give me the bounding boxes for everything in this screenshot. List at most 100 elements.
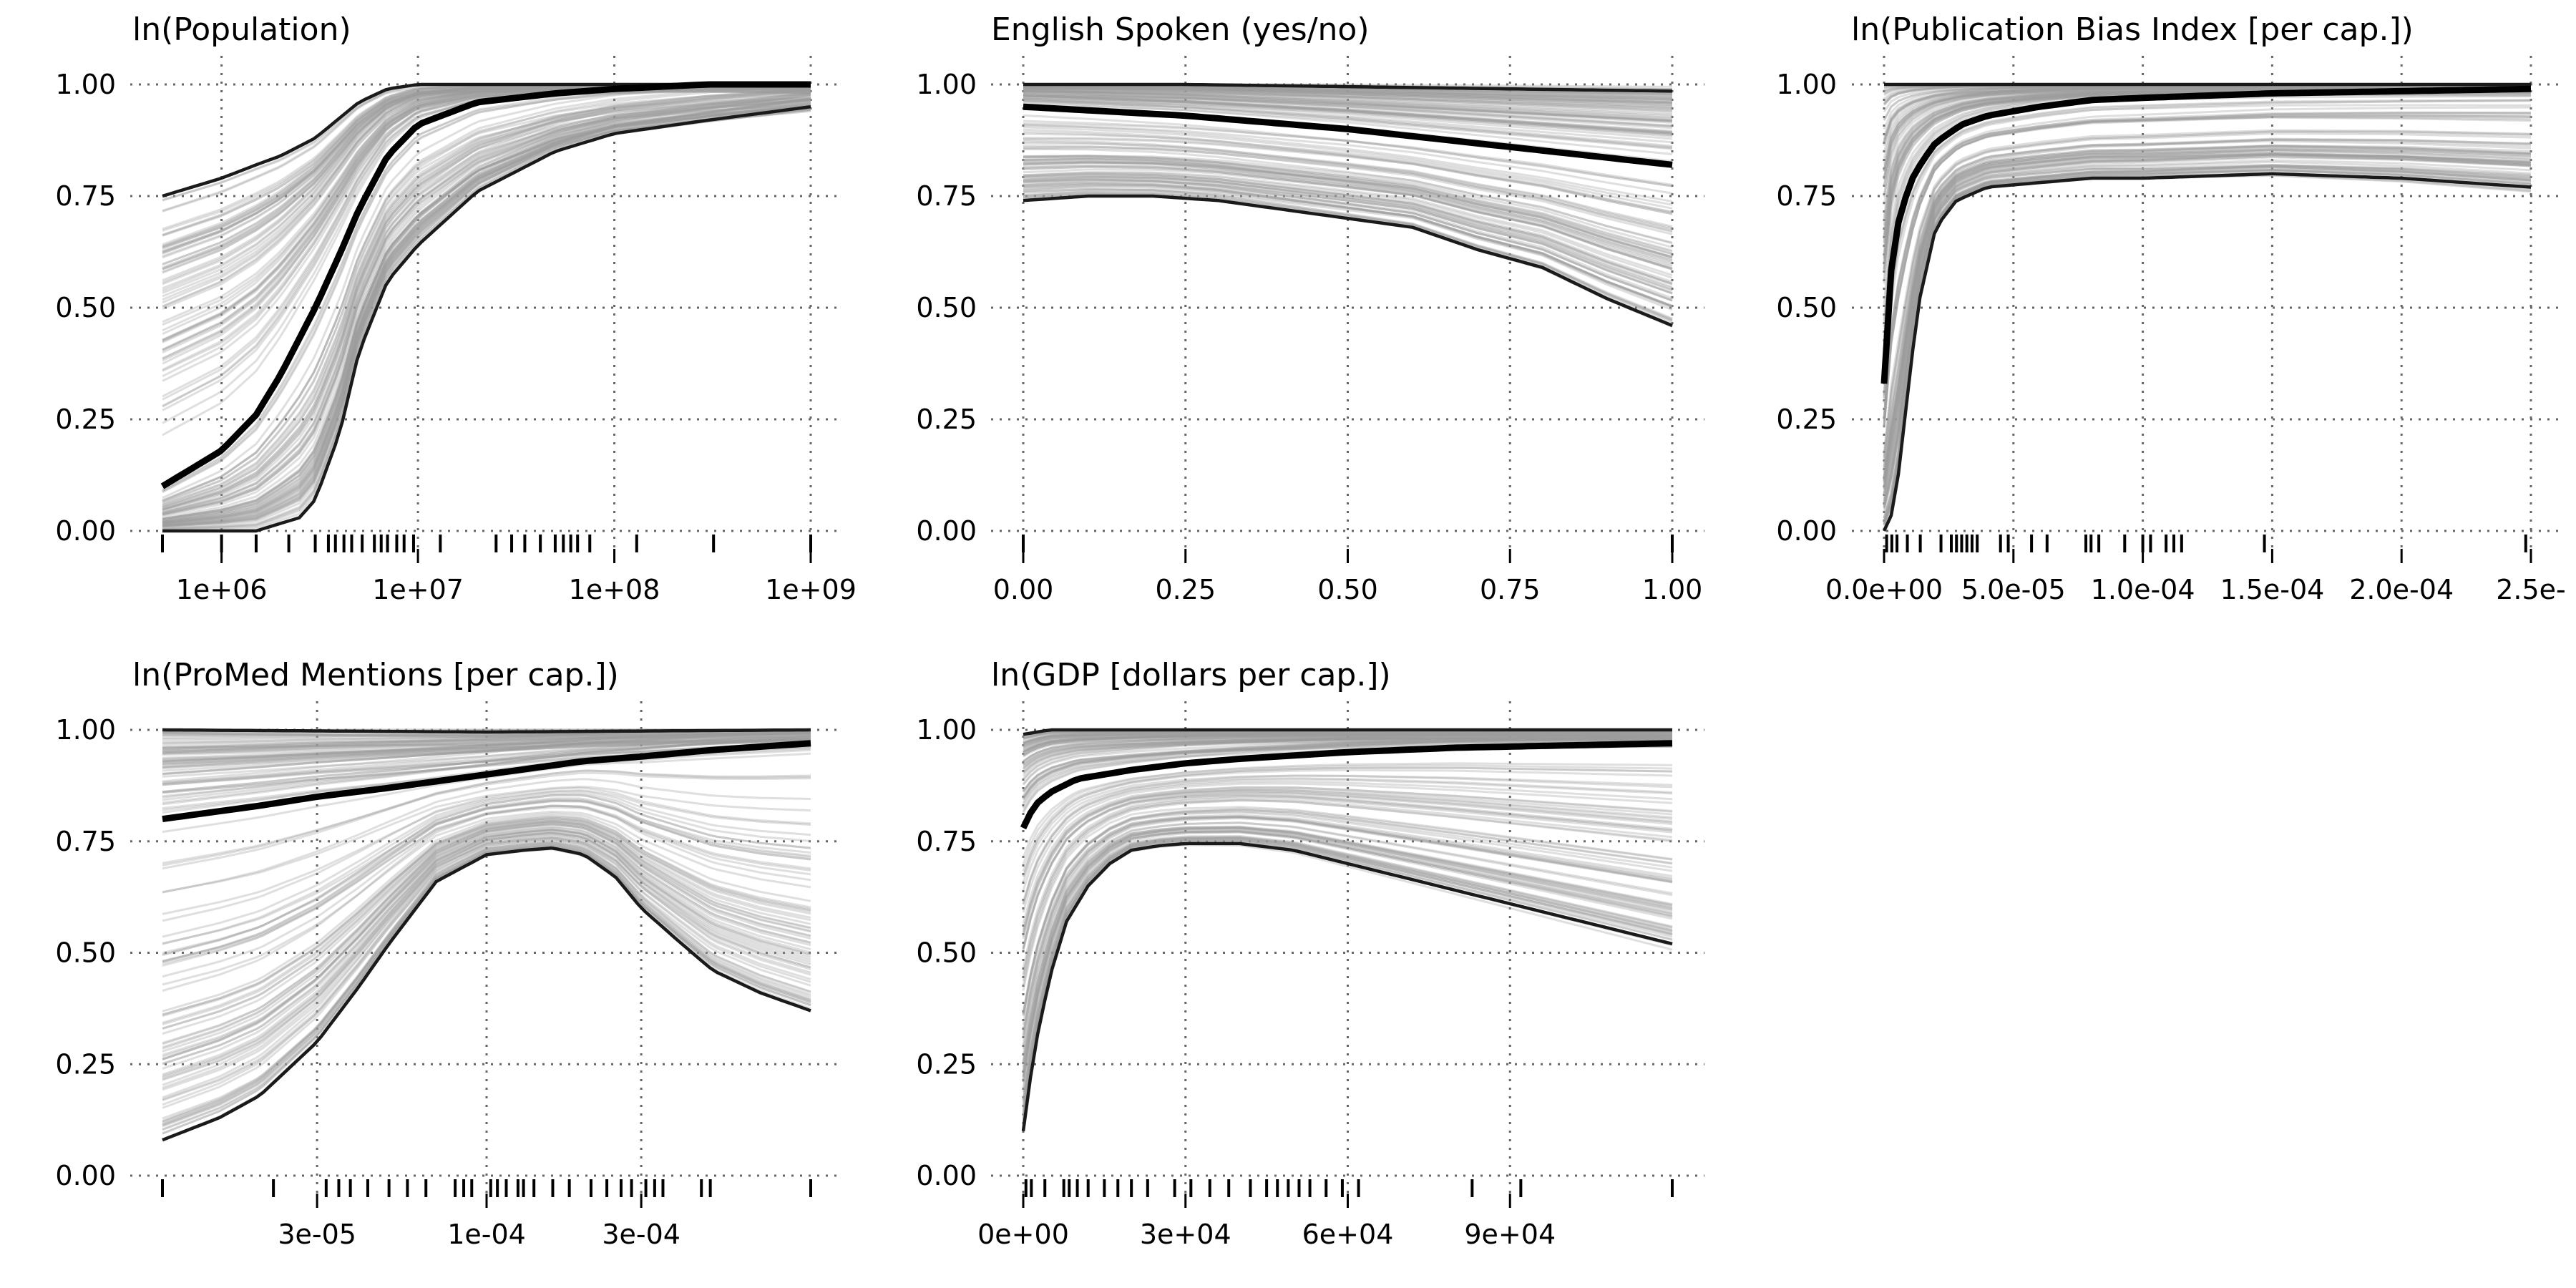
ice-curve — [1883, 145, 2532, 481]
lower-band-curve — [1023, 194, 1673, 328]
ice-curve — [1023, 738, 1672, 770]
ice-curve — [162, 99, 811, 525]
ice-curve — [162, 731, 811, 740]
ice-curve — [1022, 790, 1673, 934]
x-tick-label: 1e+06 — [176, 574, 268, 605]
ice-curve — [162, 730, 811, 752]
ice-curve — [1023, 86, 1673, 108]
x-tick-label: 0e+00 — [977, 1219, 1069, 1250]
ice-curve — [1883, 174, 2532, 525]
ice-curve — [1023, 114, 1673, 187]
ice-curve — [1883, 83, 2531, 337]
ice-curve — [1023, 155, 1673, 255]
ice-curve — [1023, 191, 1673, 321]
x-tick-label: 1.5e-04 — [2220, 574, 2324, 605]
ice-curve — [1023, 158, 1673, 258]
x-tick-label: 1e-04 — [447, 1219, 526, 1250]
ice-curve — [162, 821, 811, 1049]
ice-curve — [162, 89, 811, 511]
ice-curve — [1022, 836, 1673, 1108]
ice-curve — [1023, 86, 1673, 97]
ice-curve — [162, 800, 811, 955]
ice-curve — [1022, 730, 1673, 781]
ice-curve — [162, 818, 811, 1030]
ice-curve — [162, 90, 811, 326]
ice-curve — [1023, 731, 1673, 740]
ice-curve — [1023, 94, 1673, 137]
ice-curve — [162, 87, 811, 510]
ice-curve — [1023, 178, 1673, 302]
ice-curve — [1022, 825, 1673, 1068]
ice-curve — [162, 92, 811, 522]
ice-curve — [1883, 164, 2532, 513]
ice-curve — [162, 825, 811, 1061]
ice-curve — [162, 769, 811, 870]
ice-curve — [162, 738, 811, 749]
ice-curve — [162, 812, 811, 1013]
ice-curve — [162, 810, 811, 986]
ice-curve — [162, 107, 811, 520]
ice-curve — [162, 799, 811, 945]
y-tick-label: 1.00 — [55, 714, 116, 746]
ice-curve — [162, 98, 811, 516]
mean-curve — [1880, 85, 2532, 384]
ice-curve — [162, 90, 811, 372]
ice-curve — [1883, 99, 2532, 397]
ice-curve — [1022, 730, 1673, 780]
ice-curve — [1883, 174, 2532, 525]
ice-curve — [1883, 84, 2532, 238]
x-tick-label: 2.0e-04 — [2349, 574, 2454, 605]
ice-curve — [1883, 168, 2532, 518]
x-tick-label: 0.50 — [1317, 574, 1378, 605]
panel-publication-bias: ln(Publication Bias Index [per cap.]) 0.0… — [1776, 11, 2565, 605]
ice-curve — [162, 89, 811, 511]
ice-curve — [1022, 816, 1673, 1037]
ice-curve — [162, 816, 811, 1018]
ice-curves — [1023, 83, 1673, 328]
ice-curve — [162, 826, 811, 1058]
ice-curve — [1023, 85, 1673, 95]
ice-curve — [162, 104, 811, 523]
ice-curve — [1023, 738, 1673, 763]
ice-curve — [1883, 145, 2532, 478]
ice-curve — [1023, 89, 1673, 122]
ice-curve — [162, 844, 811, 1128]
ice-curve — [162, 815, 811, 1016]
ice-curve — [1023, 100, 1673, 155]
ice-curve — [162, 732, 811, 799]
ice-curve — [162, 741, 811, 798]
ice-curve — [162, 87, 811, 232]
ice-curve — [162, 729, 811, 763]
ice-curve — [1883, 160, 2532, 507]
ice-curve — [1023, 160, 1673, 258]
ice-curve — [162, 84, 811, 502]
ice-curve — [162, 731, 811, 763]
ice-curve — [1022, 837, 1673, 1106]
ice-curve — [1023, 158, 1673, 260]
ice-curve — [1023, 179, 1673, 295]
ice-curve — [1022, 829, 1673, 1089]
ice-curve — [1883, 148, 2532, 495]
ice-curve — [1022, 807, 1673, 1015]
ice-curve — [1022, 734, 1673, 775]
ice-curve — [1883, 154, 2532, 496]
y-tick-label: 1.00 — [916, 714, 977, 746]
y-tick-label: 0.25 — [55, 404, 116, 435]
ice-curve — [162, 843, 811, 1123]
x-tick-label: 3e+04 — [1140, 1219, 1231, 1250]
ice-curve — [162, 738, 811, 761]
ice-curve — [1023, 160, 1673, 263]
y-tick-label: 0.00 — [916, 515, 977, 547]
ice-curve — [1023, 731, 1672, 753]
ice-curve — [162, 831, 811, 1065]
ice-curve — [162, 819, 811, 1030]
ice-curve — [1883, 130, 2532, 459]
ice-curve — [1023, 85, 1673, 104]
ice-curve — [162, 738, 811, 761]
ice-curve — [162, 778, 811, 894]
ice-curve — [1023, 156, 1673, 262]
ice-curve — [162, 99, 811, 506]
ice-curve — [1022, 734, 1673, 799]
ice-curve — [1023, 184, 1673, 302]
ice-curve — [1023, 164, 1673, 266]
